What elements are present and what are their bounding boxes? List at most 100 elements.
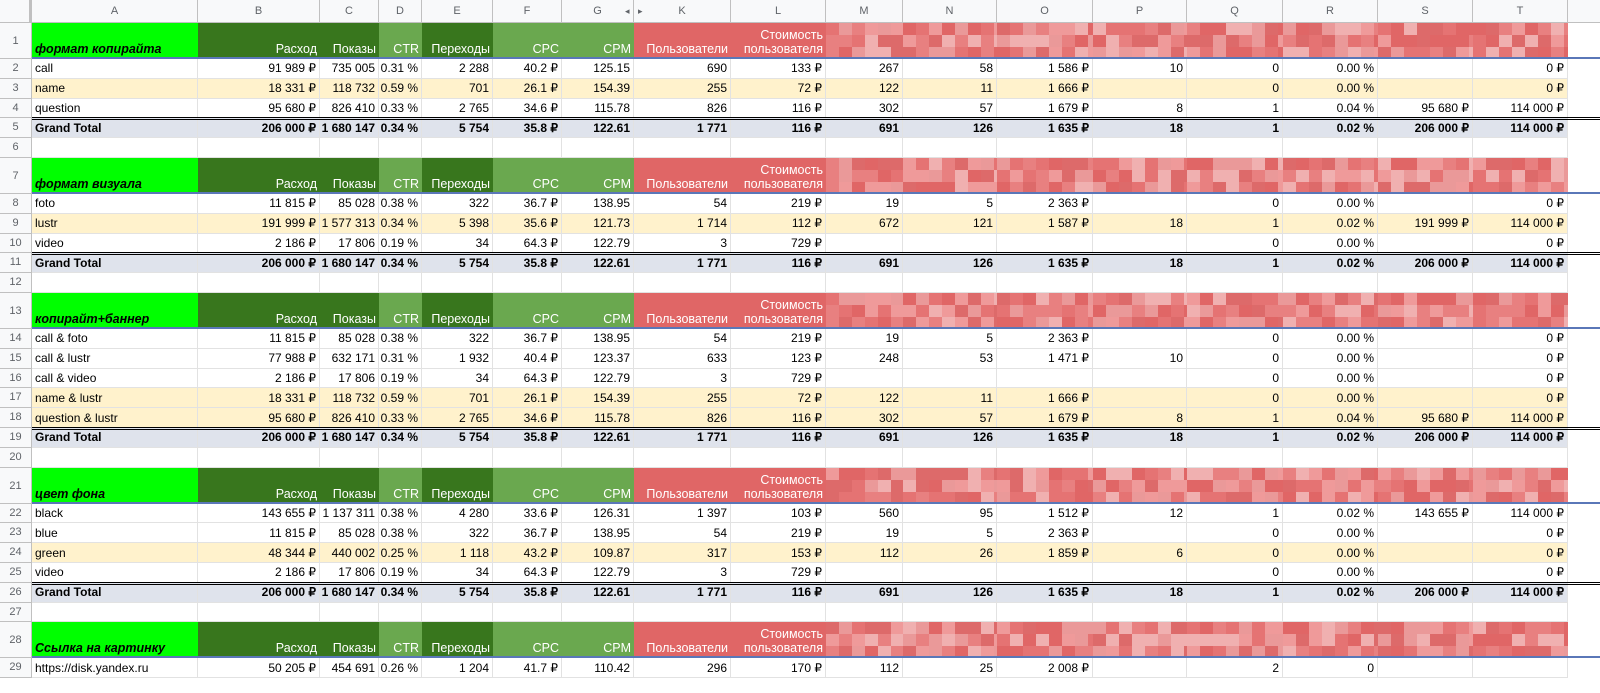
data-cell[interactable]: 138.95 [562, 523, 634, 544]
column-header-l[interactable]: L [731, 0, 826, 22]
data-cell[interactable] [1378, 348, 1473, 369]
data-cell[interactable]: 114 000 ₽ [1473, 428, 1568, 448]
data-cell[interactable]: 826 410 [320, 98, 379, 119]
data-cell[interactable]: 0.00 % [1283, 543, 1378, 563]
data-cell[interactable] [1378, 523, 1473, 544]
column-header-a[interactable]: A [32, 0, 198, 22]
data-cell[interactable]: 0 [1187, 233, 1283, 254]
row-label[interactable]: foto [32, 194, 198, 214]
row-label[interactable]: black [32, 503, 198, 524]
empty-cell[interactable] [379, 273, 422, 293]
data-cell[interactable]: 34.6 ₽ [493, 98, 562, 119]
data-cell[interactable]: 123 ₽ [731, 348, 826, 369]
data-cell[interactable] [1093, 658, 1187, 679]
data-cell[interactable]: 6 [1093, 543, 1187, 563]
empty-cell[interactable] [1378, 602, 1473, 623]
column-header-s[interactable]: S [1378, 0, 1473, 22]
data-cell[interactable]: 729 ₽ [731, 368, 826, 389]
data-cell[interactable]: 126 [903, 428, 997, 448]
data-cell[interactable]: 91 989 ₽ [198, 59, 320, 79]
data-cell[interactable]: 0 ₽ [1473, 59, 1568, 79]
row-label[interactable]: video [32, 563, 198, 583]
data-cell[interactable]: 116 ₽ [731, 428, 826, 448]
row-header-23[interactable]: 23 [0, 523, 32, 544]
data-cell[interactable]: 0 [1187, 543, 1283, 563]
data-cell[interactable]: 116 ₽ [731, 582, 826, 603]
empty-cell[interactable] [198, 138, 320, 158]
data-cell[interactable]: 1 397 [634, 503, 731, 524]
column-header-g[interactable]: G [562, 0, 634, 22]
data-cell[interactable]: 95 680 ₽ [1378, 98, 1473, 119]
data-cell[interactable] [1093, 194, 1187, 214]
data-cell[interactable]: 0 [1283, 658, 1378, 679]
section-title[interactable]: цвет фона [32, 467, 198, 504]
data-cell[interactable]: 0.02 % [1283, 503, 1378, 524]
data-cell[interactable]: 116 ₽ [731, 98, 826, 119]
column-header-r[interactable]: R [1283, 0, 1378, 22]
data-cell[interactable]: 0.38 % [379, 329, 422, 349]
data-cell[interactable]: 18 331 ₽ [198, 388, 320, 409]
data-cell[interactable]: 118 732 [320, 388, 379, 409]
data-cell[interactable]: 1 680 147 [320, 118, 379, 139]
row-header-25[interactable]: 25 [0, 563, 32, 583]
empty-cell[interactable] [1093, 602, 1187, 623]
data-cell[interactable]: 114 000 ₽ [1473, 503, 1568, 524]
data-cell[interactable]: 0.34 % [379, 118, 422, 139]
data-cell[interactable]: 0.31 % [379, 348, 422, 369]
empty-cell[interactable] [826, 138, 903, 158]
data-cell[interactable]: 19 [826, 194, 903, 214]
data-cell[interactable]: 1 [1187, 98, 1283, 119]
data-cell[interactable]: 57 [903, 98, 997, 119]
data-cell[interactable] [1378, 543, 1473, 563]
data-cell[interactable]: 112 [826, 543, 903, 563]
empty-cell[interactable] [422, 447, 493, 468]
data-cell[interactable]: 0 [1187, 78, 1283, 99]
data-cell[interactable]: 3 [634, 233, 731, 254]
data-cell[interactable]: 0.00 % [1283, 563, 1378, 583]
data-cell[interactable]: 95 [903, 503, 997, 524]
data-cell[interactable]: 1 [1187, 582, 1283, 603]
row-header-21[interactable]: 21 [0, 467, 32, 504]
data-cell[interactable]: 154.39 [562, 78, 634, 99]
data-cell[interactable]: 4 280 [422, 503, 493, 524]
data-cell[interactable]: 138.95 [562, 329, 634, 349]
data-cell[interactable]: 122.79 [562, 368, 634, 389]
row-label[interactable]: blue [32, 523, 198, 544]
row-header-19[interactable]: 19 [0, 428, 32, 448]
data-cell[interactable]: 440 002 [320, 543, 379, 563]
empty-cell[interactable] [1473, 447, 1568, 468]
empty-cell[interactable] [198, 602, 320, 623]
row-header-4[interactable]: 4 [0, 98, 32, 119]
data-cell[interactable]: 57 [903, 408, 997, 428]
data-cell[interactable] [1093, 368, 1187, 389]
data-cell[interactable]: 1 771 [634, 582, 731, 603]
data-cell[interactable]: 25 [903, 658, 997, 679]
data-cell[interactable] [1473, 658, 1568, 679]
empty-cell[interactable] [1283, 447, 1378, 468]
data-cell[interactable]: 19 [826, 523, 903, 544]
data-cell[interactable]: 206 000 ₽ [1378, 253, 1473, 274]
row-label[interactable]: call & video [32, 368, 198, 389]
row-header-18[interactable]: 18 [0, 408, 32, 428]
select-all-corner[interactable] [0, 0, 32, 22]
data-cell[interactable]: 126 [903, 582, 997, 603]
data-cell[interactable] [826, 563, 903, 583]
empty-cell[interactable] [997, 273, 1093, 293]
empty-cell[interactable] [903, 447, 997, 468]
data-cell[interactable]: 103 ₽ [731, 503, 826, 524]
data-cell[interactable]: 109.87 [562, 543, 634, 563]
hidden-columns-right-arrow-icon[interactable]: ▸ [638, 6, 643, 16]
row-label[interactable]: https://disk.yandex.ru [32, 658, 198, 679]
column-header-p[interactable]: P [1093, 0, 1187, 22]
empty-cell[interactable] [634, 138, 731, 158]
empty-cell[interactable] [1187, 447, 1283, 468]
data-cell[interactable]: 35.8 ₽ [493, 118, 562, 139]
data-cell[interactable]: 122.79 [562, 563, 634, 583]
data-cell[interactable]: 1 771 [634, 428, 731, 448]
data-cell[interactable]: 72 ₽ [731, 78, 826, 99]
empty-cell[interactable] [562, 138, 634, 158]
data-cell[interactable]: 0.25 % [379, 543, 422, 563]
empty-cell[interactable] [1187, 602, 1283, 623]
data-cell[interactable]: 454 691 [320, 658, 379, 679]
empty-cell[interactable] [320, 273, 379, 293]
